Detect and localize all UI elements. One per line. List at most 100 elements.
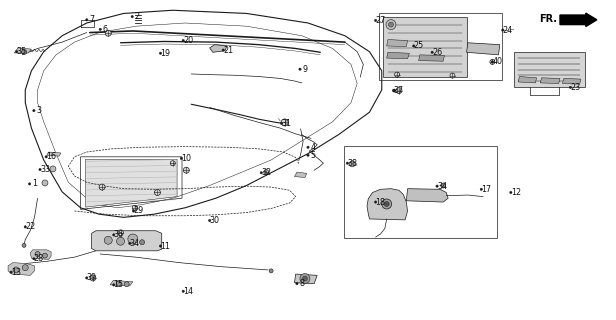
Circle shape — [346, 162, 349, 164]
Circle shape — [501, 29, 504, 31]
Text: 34: 34 — [130, 239, 140, 248]
FancyArrow shape — [560, 13, 597, 27]
Polygon shape — [14, 48, 31, 53]
Circle shape — [128, 234, 138, 244]
Circle shape — [116, 281, 121, 286]
Text: 13: 13 — [11, 268, 21, 277]
Circle shape — [22, 244, 26, 247]
Text: 9: 9 — [302, 65, 307, 74]
Text: 37: 37 — [394, 86, 404, 95]
Circle shape — [296, 283, 298, 285]
Text: 1: 1 — [32, 180, 37, 188]
Circle shape — [386, 20, 396, 29]
Circle shape — [140, 240, 145, 245]
Text: 12: 12 — [511, 188, 521, 197]
Polygon shape — [407, 189, 448, 202]
Polygon shape — [30, 250, 51, 260]
Circle shape — [160, 245, 161, 247]
Circle shape — [222, 49, 224, 51]
Text: 15: 15 — [113, 280, 124, 289]
Text: 29: 29 — [133, 206, 144, 215]
Circle shape — [129, 242, 131, 245]
Text: 5: 5 — [310, 151, 315, 160]
Text: 16: 16 — [46, 152, 56, 161]
Circle shape — [396, 88, 402, 93]
Circle shape — [395, 72, 400, 77]
Circle shape — [281, 119, 288, 126]
Circle shape — [42, 180, 48, 186]
Circle shape — [24, 226, 26, 228]
Text: 8: 8 — [299, 279, 304, 288]
Circle shape — [180, 157, 182, 160]
Circle shape — [33, 109, 35, 112]
Circle shape — [43, 253, 47, 258]
Polygon shape — [387, 52, 410, 59]
Text: 33: 33 — [40, 165, 50, 174]
Text: 36: 36 — [114, 230, 124, 239]
Text: 38: 38 — [347, 159, 357, 168]
Polygon shape — [209, 45, 227, 52]
Circle shape — [392, 89, 395, 92]
Circle shape — [113, 284, 115, 286]
Polygon shape — [110, 280, 133, 286]
Circle shape — [384, 202, 389, 206]
Text: 10: 10 — [181, 154, 192, 163]
Text: 22: 22 — [25, 222, 35, 231]
Circle shape — [33, 258, 35, 260]
Circle shape — [182, 39, 184, 42]
Circle shape — [170, 161, 176, 166]
Polygon shape — [367, 189, 408, 220]
Polygon shape — [86, 159, 177, 207]
Text: 40: 40 — [492, 57, 502, 66]
Text: FR.: FR. — [539, 14, 557, 24]
Polygon shape — [47, 152, 61, 156]
Circle shape — [28, 183, 31, 185]
Circle shape — [90, 275, 96, 281]
Circle shape — [349, 161, 355, 167]
Circle shape — [86, 19, 88, 21]
Text: 3: 3 — [36, 106, 41, 115]
Circle shape — [132, 210, 135, 212]
Text: 31: 31 — [282, 119, 291, 128]
Circle shape — [10, 271, 12, 273]
Circle shape — [307, 154, 309, 156]
Circle shape — [113, 234, 115, 236]
Circle shape — [413, 45, 415, 47]
Text: 26: 26 — [432, 48, 442, 57]
Text: 14: 14 — [183, 287, 193, 296]
Circle shape — [118, 230, 123, 236]
Text: 18: 18 — [376, 197, 386, 206]
Circle shape — [440, 183, 446, 188]
Circle shape — [307, 146, 309, 148]
Polygon shape — [518, 76, 537, 83]
Circle shape — [22, 265, 28, 271]
Circle shape — [99, 28, 102, 31]
Circle shape — [22, 50, 26, 54]
Polygon shape — [387, 40, 408, 47]
Circle shape — [302, 276, 307, 281]
Circle shape — [491, 61, 493, 63]
Polygon shape — [383, 17, 466, 77]
Circle shape — [86, 277, 88, 279]
Text: 19: 19 — [160, 49, 171, 58]
Text: 11: 11 — [160, 242, 171, 251]
Text: 6: 6 — [103, 25, 108, 34]
Circle shape — [182, 290, 184, 292]
Circle shape — [184, 167, 189, 173]
Circle shape — [39, 168, 41, 171]
Circle shape — [269, 269, 273, 273]
Text: 27: 27 — [375, 16, 386, 25]
Circle shape — [99, 184, 105, 190]
Circle shape — [300, 274, 310, 284]
Circle shape — [45, 156, 47, 158]
Text: 32: 32 — [261, 168, 271, 177]
Circle shape — [124, 282, 129, 287]
Text: 2: 2 — [134, 12, 140, 21]
Circle shape — [35, 252, 40, 256]
Circle shape — [116, 237, 124, 245]
Text: 23: 23 — [570, 83, 580, 92]
Text: 35: 35 — [17, 47, 26, 56]
Circle shape — [490, 60, 495, 64]
Polygon shape — [8, 263, 34, 275]
Polygon shape — [540, 78, 560, 84]
